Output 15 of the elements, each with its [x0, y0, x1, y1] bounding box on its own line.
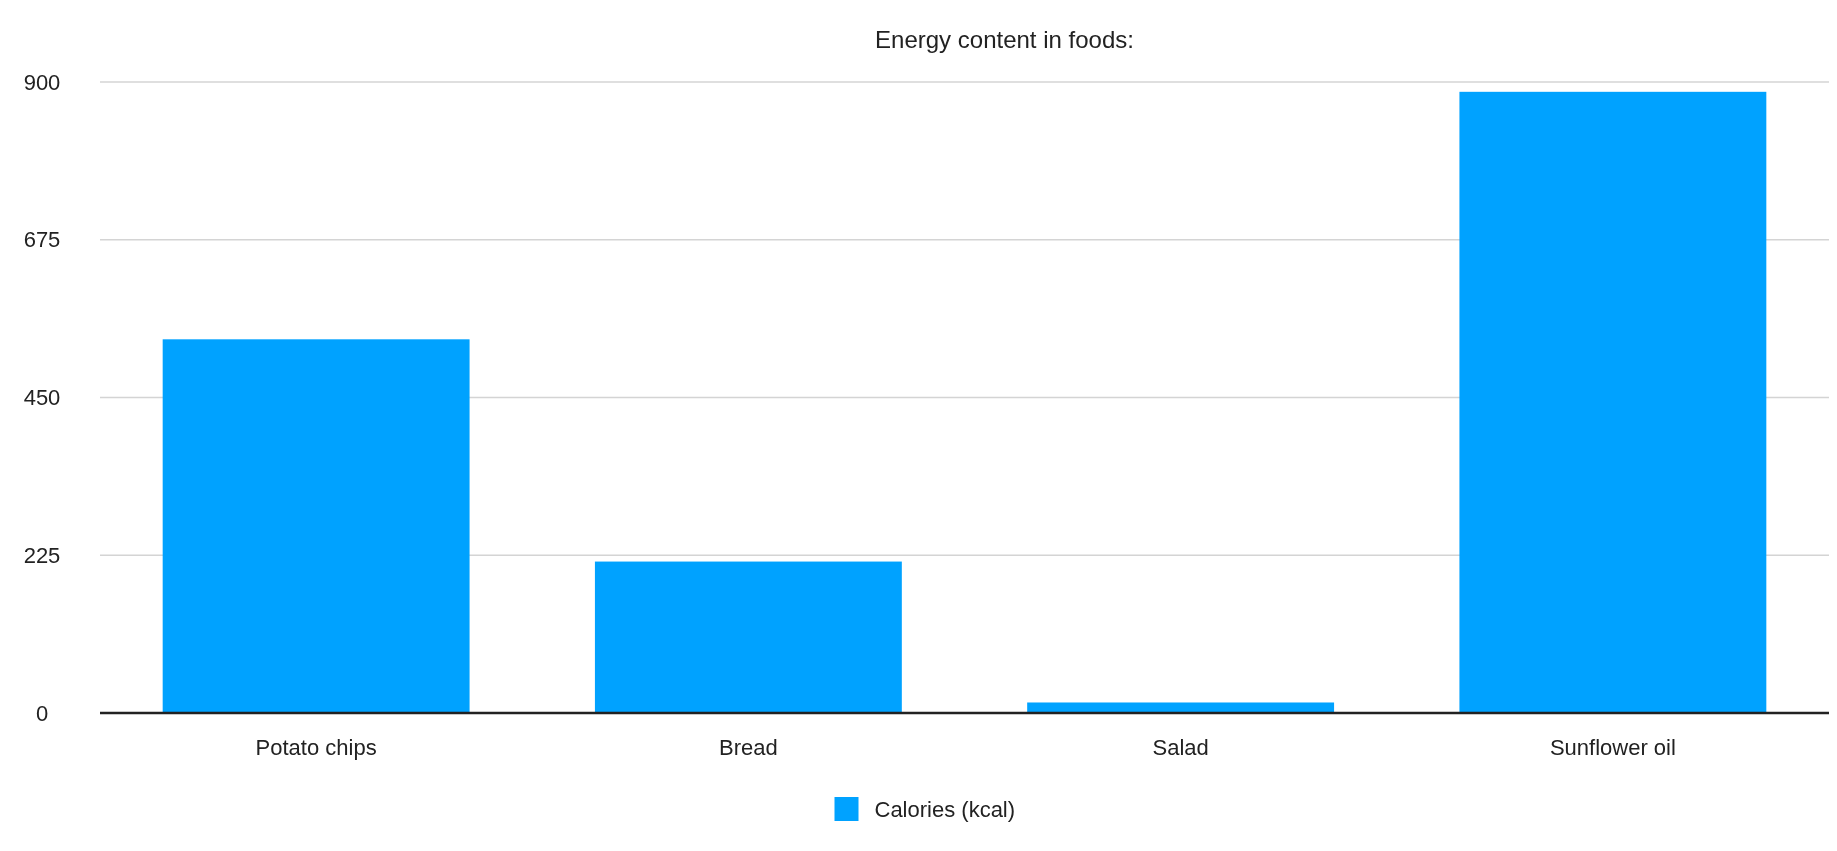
chart-title: Energy content in foods: [875, 26, 1134, 53]
y-tick-label: 0 [35, 700, 49, 726]
y-tick-label: 675 [23, 227, 61, 253]
y-tick-label: 900 [23, 69, 61, 95]
bar [1027, 702, 1335, 713]
y-tick-label: 450 [23, 385, 61, 411]
legend-label: Calories (kcal) [874, 796, 1016, 822]
y-tick-label: 225 [23, 542, 61, 568]
bar [1459, 91, 1767, 713]
bar [162, 339, 470, 713]
x-tick-label: Bread [719, 735, 778, 760]
x-tick-label: Sunflower oil [1549, 735, 1676, 760]
x-tick-label: Salad [1152, 735, 1209, 760]
x-tick-label: Potato chips [255, 735, 377, 760]
bar [594, 561, 902, 713]
